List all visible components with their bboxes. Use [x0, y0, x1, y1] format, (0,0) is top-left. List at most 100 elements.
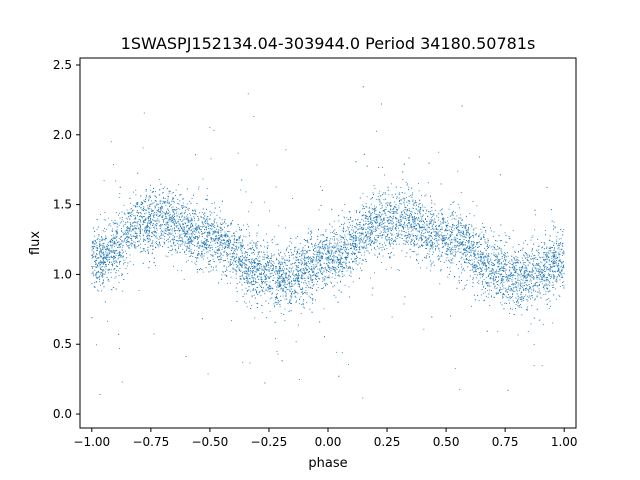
- data-point: [481, 258, 483, 260]
- data-point: [239, 259, 241, 261]
- data-point: [543, 256, 545, 258]
- data-point: [495, 258, 497, 260]
- data-point: [421, 232, 423, 234]
- data-point: [475, 246, 477, 248]
- data-point: [388, 229, 390, 231]
- data-point: [102, 258, 104, 260]
- data-point: [260, 273, 262, 275]
- data-point: [468, 245, 470, 247]
- data-point: [169, 229, 171, 230]
- data-point: [229, 237, 231, 239]
- data-point: [378, 228, 380, 230]
- data-point: [275, 338, 276, 340]
- data-point: [150, 189, 152, 191]
- data-point: [107, 259, 109, 261]
- data-point: [527, 243, 529, 245]
- data-point: [412, 221, 414, 223]
- data-point: [354, 243, 356, 244]
- data-point: [111, 261, 113, 263]
- data-point: [236, 253, 238, 255]
- data-point: [281, 269, 283, 271]
- data-point: [294, 262, 296, 263]
- data-point: [428, 235, 430, 237]
- data-point: [538, 288, 540, 290]
- data-point: [239, 243, 241, 245]
- data-point: [454, 367, 456, 369]
- data-point: [124, 233, 126, 235]
- data-point: [509, 267, 511, 269]
- data-point: [532, 297, 534, 299]
- data-point: [264, 293, 266, 295]
- data-point: [443, 221, 444, 223]
- data-point: [412, 219, 413, 221]
- data-point: [183, 213, 185, 215]
- data-point: [266, 284, 268, 285]
- data-point: [542, 252, 544, 253]
- data-point: [363, 236, 365, 238]
- data-point: [209, 232, 211, 234]
- data-point: [99, 257, 101, 259]
- data-point: [212, 238, 214, 240]
- data-point: [100, 251, 102, 253]
- data-point: [108, 279, 110, 281]
- data-point: [168, 230, 169, 231]
- data-point: [112, 249, 114, 251]
- data-point: [470, 242, 472, 244]
- data-point: [420, 267, 421, 269]
- data-point: [279, 306, 281, 308]
- data-point: [489, 245, 491, 247]
- data-point: [175, 207, 177, 208]
- data-point: [115, 261, 117, 263]
- data-point: [400, 203, 402, 205]
- data-point: [232, 271, 234, 273]
- data-point: [179, 208, 181, 210]
- data-point: [250, 261, 252, 262]
- data-point: [330, 281, 332, 283]
- data-point: [151, 242, 153, 244]
- data-point: [388, 219, 389, 221]
- data-point: [116, 269, 117, 271]
- data-point: [147, 205, 149, 207]
- data-point: [95, 260, 97, 262]
- data-point: [161, 234, 163, 236]
- data-point: [120, 228, 122, 229]
- data-point: [271, 239, 273, 240]
- data-point: [164, 202, 166, 204]
- data-point: [326, 257, 328, 259]
- data-point: [483, 253, 485, 255]
- data-point: [483, 264, 485, 266]
- data-point: [147, 235, 149, 237]
- data-point: [187, 214, 188, 216]
- data-point: [368, 211, 370, 213]
- data-point: [221, 229, 223, 231]
- data-point: [402, 218, 404, 220]
- data-point: [536, 265, 538, 266]
- data-point: [466, 247, 468, 248]
- data-point: [253, 289, 255, 291]
- data-point: [260, 245, 262, 247]
- data-point: [165, 223, 167, 225]
- data-point: [399, 218, 401, 220]
- data-point: [300, 260, 302, 261]
- data-point: [186, 208, 188, 210]
- data-point: [145, 227, 147, 229]
- data-point: [487, 246, 489, 248]
- data-point: [331, 231, 333, 233]
- data-point: [132, 229, 133, 230]
- data-point: [340, 262, 342, 264]
- data-point: [400, 221, 402, 222]
- data-point: [248, 269, 250, 271]
- data-point: [525, 265, 527, 267]
- data-point: [420, 238, 422, 240]
- data-point: [512, 289, 514, 291]
- data-point: [483, 285, 485, 287]
- data-point: [552, 255, 554, 257]
- data-point: [113, 164, 114, 166]
- data-point: [473, 242, 475, 244]
- data-point: [389, 220, 391, 221]
- data-point: [278, 269, 279, 271]
- data-point: [106, 256, 108, 258]
- data-point: [156, 229, 158, 231]
- data-point: [561, 244, 563, 246]
